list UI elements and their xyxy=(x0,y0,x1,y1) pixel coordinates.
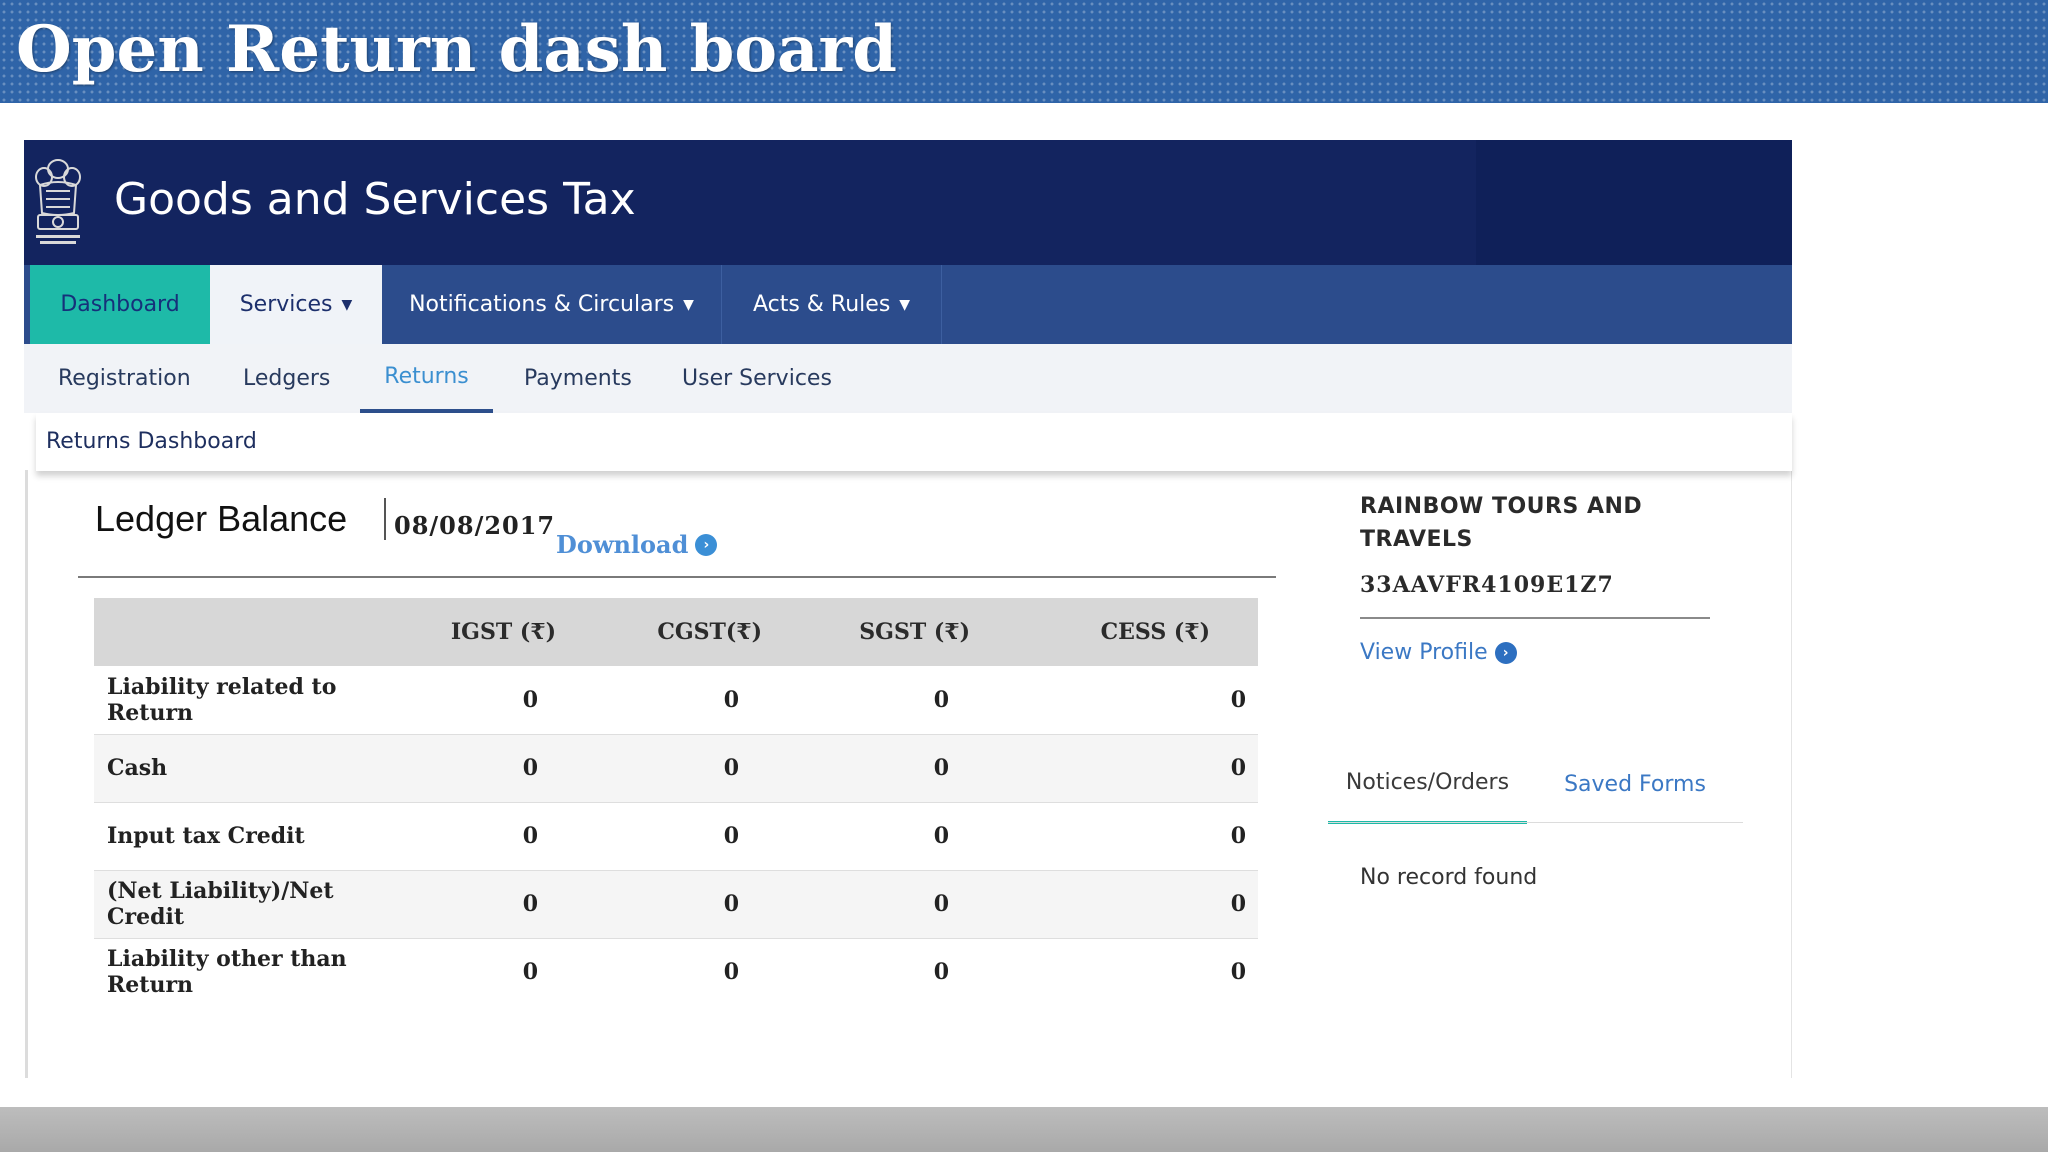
nav-services-label: Services xyxy=(239,292,333,317)
site-title: Goods and Services Tax xyxy=(114,174,636,225)
cell-igst: 0 xyxy=(522,959,538,986)
ledger-date: 08/08/2017 xyxy=(394,511,556,540)
nav-acts-dropdown[interactable]: Acts & Rules ▼ xyxy=(722,265,942,344)
row-label: Input tax Credit xyxy=(107,823,305,849)
cell-cess: 0 xyxy=(1230,959,1246,986)
tabs-underline xyxy=(1328,822,1743,823)
caret-down-icon: ▼ xyxy=(683,296,694,313)
caret-down-icon: ▼ xyxy=(341,296,353,313)
col-header-label xyxy=(94,598,364,666)
ledger-divider xyxy=(78,576,1276,578)
cell-sgst: 0 xyxy=(933,686,949,713)
download-link[interactable]: Download › xyxy=(556,530,718,559)
cell-cess: 0 xyxy=(1230,755,1246,781)
cell-cgst: 0 xyxy=(723,823,739,849)
caret-down-icon: ▼ xyxy=(899,296,911,313)
cell-cess: 0 xyxy=(1230,891,1246,917)
table-row: Cash 0 0 0 0 xyxy=(94,734,1258,802)
cell-sgst: 0 xyxy=(933,755,949,781)
cell-igst: 0 xyxy=(522,686,538,713)
cell-cgst: 0 xyxy=(723,959,739,986)
row-label: Cash xyxy=(107,755,168,781)
row-label: Liability other than Return xyxy=(107,946,347,999)
cell-cess: 0 xyxy=(1230,823,1246,849)
gstin: 33AAVFR4109E1Z7 xyxy=(1360,572,1614,598)
circle-arrow-icon: › xyxy=(1494,641,1517,664)
subnav-registration[interactable]: Registration xyxy=(58,366,191,391)
subnav-user-services[interactable]: User Services xyxy=(682,366,832,391)
nav-notifications-label: Notifications & Circulars xyxy=(409,292,675,317)
col-header-cgst: CGST(₹) xyxy=(657,619,762,645)
nav-acts-label: Acts & Rules xyxy=(752,292,891,317)
cell-igst: 0 xyxy=(522,891,538,917)
cell-sgst: 0 xyxy=(933,891,949,917)
national-emblem-icon[interactable] xyxy=(30,155,86,250)
subnav-ledgers[interactable]: Ledgers xyxy=(243,366,331,391)
cell-cgst: 0 xyxy=(723,686,739,713)
circle-arrow-icon: › xyxy=(695,533,718,556)
col-header-sgst: SGST (₹) xyxy=(859,619,970,645)
view-profile-link[interactable]: View Profile › xyxy=(1360,640,1517,665)
frame-left-border xyxy=(25,470,28,1078)
ledger-table: IGST (₹) CGST(₹) SGST (₹) CESS (₹) Liabi… xyxy=(94,598,1258,1006)
breadcrumb: Returns Dashboard xyxy=(46,429,257,454)
tab-saved-forms[interactable]: Saved Forms xyxy=(1564,772,1706,797)
cell-cess: 0 xyxy=(1230,686,1246,713)
site-header-right xyxy=(1476,140,1792,265)
empty-state-message: No record found xyxy=(1360,865,1538,890)
row-label: Liability related to Return xyxy=(107,673,337,726)
profile-divider xyxy=(1360,617,1710,619)
ledger-title: Ledger Balance xyxy=(95,498,348,539)
slide-title: Open Return dash board xyxy=(16,12,897,87)
col-header-cess: CESS (₹) xyxy=(1100,619,1210,645)
download-label: Download xyxy=(556,530,689,559)
cell-sgst: 0 xyxy=(933,959,949,986)
sub-nav xyxy=(24,344,1792,413)
table-row: Liability related to Return 0 0 0 0 xyxy=(94,666,1258,734)
table-row: Input tax Credit 0 0 0 0 xyxy=(94,802,1258,870)
ledger-title-divider xyxy=(384,498,386,540)
cell-igst: 0 xyxy=(522,755,538,781)
table-row: Liability other than Return 0 0 0 0 xyxy=(94,938,1258,1006)
cell-cgst: 0 xyxy=(723,891,739,917)
subnav-returns[interactable]: Returns xyxy=(360,344,493,413)
table-row: (Net Liability)/Net Credit 0 0 0 0 xyxy=(94,870,1258,938)
subnav-payments[interactable]: Payments xyxy=(524,366,632,391)
slide-footer xyxy=(0,1107,2048,1152)
cell-sgst: 0 xyxy=(933,823,949,849)
nav-services-dropdown[interactable]: Services ▼ xyxy=(210,265,382,344)
slide-banner xyxy=(0,0,2048,103)
nav-notifications-dropdown[interactable]: Notifications & Circulars ▼ xyxy=(382,265,722,344)
view-profile-label: View Profile xyxy=(1360,640,1488,665)
company-name: RAINBOW TOURS AND TRAVELS xyxy=(1360,494,1643,552)
cell-igst: 0 xyxy=(522,823,538,849)
row-label: (Net Liability)/Net Credit xyxy=(107,878,334,930)
nav-dashboard-label: Dashboard xyxy=(60,292,180,317)
cell-cgst: 0 xyxy=(723,755,739,781)
breadcrumb-bar xyxy=(36,413,1792,471)
table-header-row: IGST (₹) CGST(₹) SGST (₹) CESS (₹) xyxy=(94,598,1258,666)
nav-dashboard[interactable]: Dashboard xyxy=(30,265,210,344)
col-header-igst: IGST (₹) xyxy=(450,619,556,645)
tab-notices-orders[interactable]: Notices/Orders xyxy=(1328,770,1527,824)
